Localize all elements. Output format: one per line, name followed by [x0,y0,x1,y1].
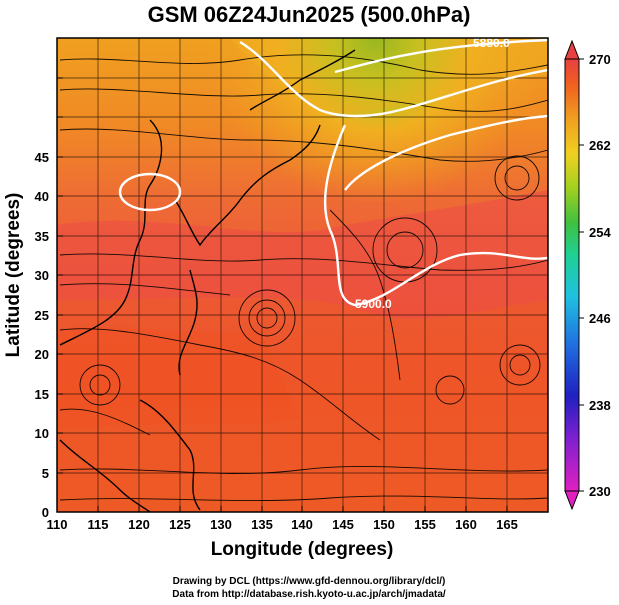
colorbar-top-arrow [564,39,580,60]
y-tick-label: 20 [35,347,49,362]
x-axis-title: Longitude (degrees) [211,539,394,560]
x-tick-label: 110 [47,517,68,532]
x-tick-label: 130 [210,517,232,532]
colorbar-tick-label: 254 [589,225,611,240]
y-tick-label: 0 [42,505,49,520]
x-tick-label: 120 [128,517,150,532]
contour-label-5880: 5880.0 [473,36,510,50]
y-tick-label: 35 [35,229,49,244]
y-tick-label: 10 [35,426,49,441]
colorbar-tick-label: 262 [589,138,611,153]
height-contours [118,38,548,307]
x-tick-label: 140 [291,517,313,532]
colorbar-tick-label: 246 [589,311,611,326]
credit-line-2: Data from http://database.rish.kyoto-u.a… [172,589,446,600]
y-tick-label: 45 [35,150,49,165]
contour-label-5900: 5900.0 [355,297,392,311]
y-tick-labels: 0 5 10 15 20 25 30 35 40 45 [35,150,49,520]
x-tick-label: 145 [332,517,354,532]
coastlines [59,49,356,512]
tick-marks [56,77,508,513]
plot-area: 5880.0 5900.0 [57,36,548,512]
y-axis-title: Latitude (degrees) [3,193,24,358]
y-tick-label: 40 [35,189,49,204]
contour-5900 [323,124,548,307]
x-tick-label: 160 [455,517,477,532]
y-tick-label: 30 [35,268,49,283]
colorbar: 230 238 246 254 262 270 [564,39,611,511]
x-tick-label: 125 [169,517,191,532]
grid [57,38,548,512]
x-tick-label: 135 [251,517,273,532]
x-tick-label: 115 [88,517,109,532]
contour-5880 [239,40,548,118]
x-tick-labels: 110 115 120 125 130 135 140 145 150 155 … [47,517,518,532]
streamlines [59,54,548,502]
colorbar-tick-label: 230 [589,484,611,499]
y-tick-label: 25 [35,308,49,323]
colorbar-tick-label: 238 [589,398,611,413]
y-tick-label: 5 [42,466,49,481]
credit-line-1: Drawing by DCL (https://www.gfd-dennou.o… [173,576,446,587]
chart-title: GSM 06Z24Jun2025 (500.0hPa) [148,2,471,27]
colorbar-tick-label: 270 [589,52,611,67]
y-tick-label: 15 [35,387,49,402]
x-tick-label: 165 [496,517,518,532]
x-tick-label: 150 [373,517,395,532]
colorbar-bottom-arrow [564,490,580,511]
closed-contour [118,172,182,212]
x-tick-label: 155 [414,517,436,532]
colorbar-gradient [564,58,580,492]
